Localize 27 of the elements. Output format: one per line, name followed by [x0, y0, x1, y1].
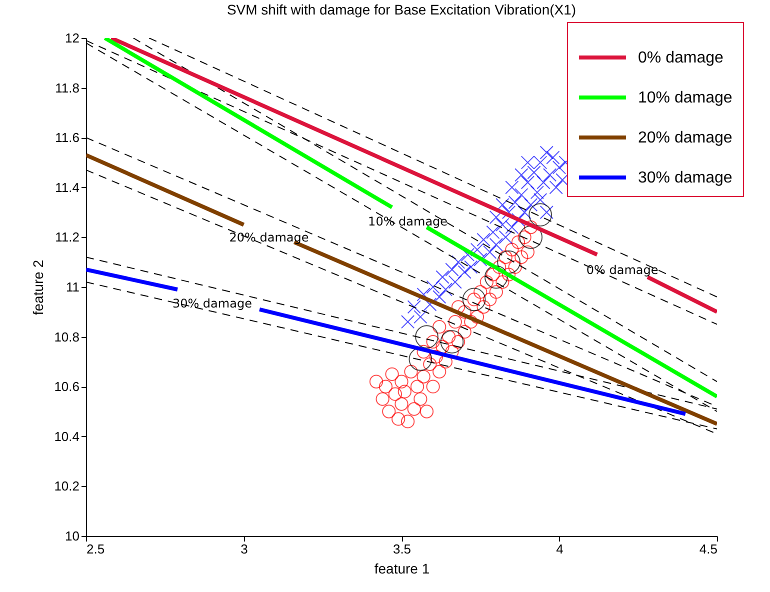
y-tick-label: 11 [66, 280, 80, 294]
x-tick-label: 4 [556, 542, 564, 556]
legend-label: 0% damage [638, 50, 724, 66]
legend-label: 20% damage [638, 130, 732, 146]
y-tick-label: 12 [65, 30, 80, 46]
legend-label: 30% damage [638, 170, 732, 186]
y-tick-label: 11.2 [55, 230, 80, 245]
annotation: 10% damage [368, 214, 448, 228]
y-tick-label: 10.2 [54, 478, 80, 494]
x-axis-title: feature 1 [374, 560, 430, 576]
y-tick-label: 10.4 [54, 428, 80, 444]
chart-title: SVM shift with damage for Base Excitation Vibration(X1) [226, 2, 576, 18]
annotation: 30% damage [172, 296, 252, 310]
y-tick-label: 11.4 [55, 180, 80, 195]
x-tick-label: 3 [240, 542, 248, 556]
y-tick-label: 11.8 [55, 80, 80, 96]
x-tick-label: 3.5 [392, 542, 412, 556]
y-tick-label: 10 [65, 528, 80, 544]
legend-label: 10% damage [638, 90, 732, 106]
y-tick-label: 11.6 [55, 130, 80, 146]
annotation: 0% damage [586, 262, 658, 277]
annotation: 20% damage [229, 230, 309, 244]
x-tick-label: 2.5 [86, 542, 105, 556]
x-tick-label: 4.5 [699, 542, 718, 556]
y-axis-title: feature 2 [30, 260, 46, 316]
y-tick-label: 10.8 [54, 329, 80, 344]
y-tick-label: 10.6 [54, 379, 80, 394]
